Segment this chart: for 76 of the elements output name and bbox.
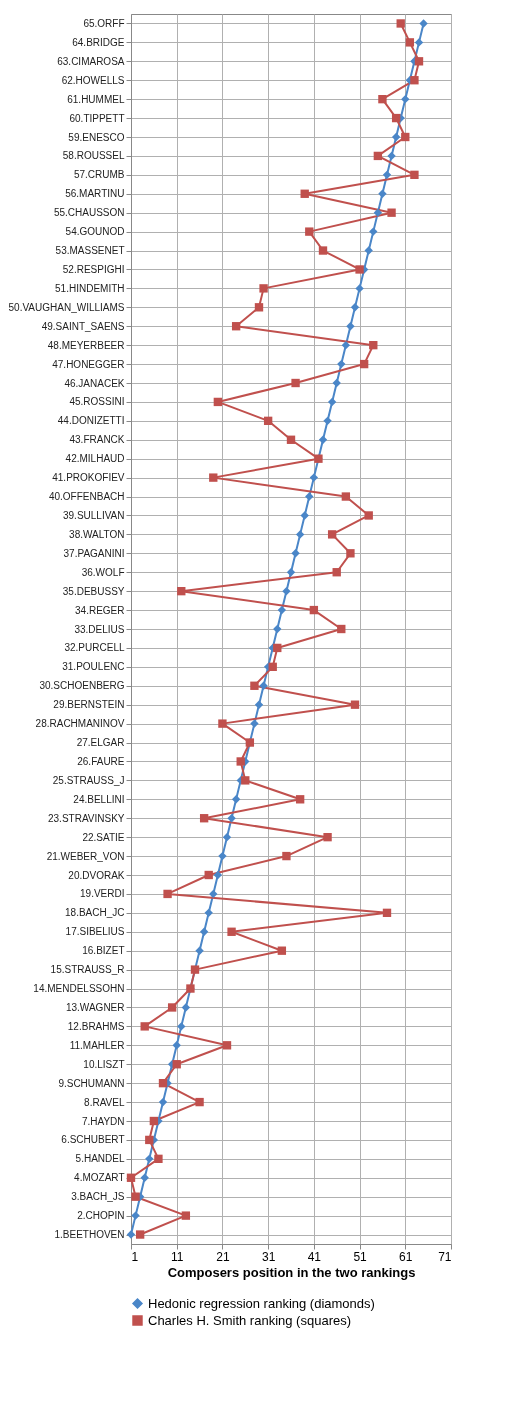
- y-tick-label: 27.ELGAR: [76, 737, 125, 749]
- legend-label: Charles H. Smith ranking (squares): [148, 1312, 352, 1328]
- y-tick-label: 54.GOUNOD: [65, 226, 125, 238]
- y-tick-label: 23.STRAVINSKY: [47, 812, 125, 824]
- y-tick-label: 4.MOZART: [74, 1172, 125, 1184]
- y-tick-label: 38.WALTON: [69, 528, 125, 540]
- y-tick-label: 31.POULENC: [62, 661, 125, 673]
- y-tick-label: 18.BACH_JC: [65, 907, 125, 919]
- y-tick-label: 52.RESPIGHI: [62, 263, 125, 275]
- x-tick-label: 71: [438, 1249, 452, 1264]
- y-tick-label: 28.RACHMANINOV: [35, 718, 125, 730]
- y-tick-label: 42.MILHAUD: [65, 453, 125, 465]
- y-tick-label: 15.STRAUSS_R: [50, 964, 125, 976]
- y-tick-label: 32.PURCELL: [64, 642, 125, 654]
- y-tick-label: 29.BERNSTEIN: [53, 699, 125, 711]
- legend-label: Hedonic regression ranking (diamonds): [148, 1295, 375, 1311]
- y-tick-label: 14.MENDELSSOHN: [33, 983, 125, 995]
- y-tick-label: 35.DEBUSSY: [62, 585, 125, 597]
- y-tick-label: 65.ORFF: [83, 17, 125, 29]
- x-tick-label: 41: [307, 1249, 322, 1264]
- y-tick-label: 55.CHAUSSON: [53, 207, 125, 219]
- y-tick-label: 62.HOWELLS: [61, 74, 125, 86]
- y-tick-label: 26.FAURE: [77, 755, 125, 767]
- y-tick-label: 47.HONEGGER: [52, 358, 125, 370]
- y-tick-label: 17.SIBELIUS: [65, 926, 125, 938]
- y-tick-label: 33.DELIUS: [74, 623, 125, 635]
- y-tick-label: 19.VERDI: [80, 888, 125, 900]
- y-tick-label: 34.REGER: [75, 604, 125, 616]
- y-tick-label: 24.BELLINI: [73, 793, 125, 805]
- y-tick-label: 39.SULLIVAN: [62, 509, 125, 521]
- y-tick-label: 6.SCHUBERT: [61, 1134, 125, 1146]
- x-tick-label: 61: [399, 1249, 413, 1264]
- y-tick-label: 9.SCHUMANN: [58, 1077, 125, 1089]
- x-tick-label: 1: [131, 1249, 139, 1264]
- y-tick-label: 56.MARTINU: [65, 188, 125, 200]
- y-tick-label: 7.HAYDN: [81, 1115, 125, 1127]
- y-tick-label: 44.DONIZETTI: [57, 415, 125, 427]
- y-tick-label: 48.MEYERBEER: [47, 339, 125, 351]
- y-tick-label: 1.BEETHOVEN: [54, 1229, 125, 1241]
- y-tick-label: 22.SATIE: [82, 831, 125, 843]
- y-tick-label: 20.DVORAK: [68, 869, 125, 881]
- y-tick-label: 41.PROKOFIEV: [52, 472, 125, 484]
- x-tick-label: 51: [353, 1249, 368, 1264]
- y-tick-label: 46.JANACEK: [64, 377, 125, 389]
- y-tick-label: 3.BACH_JS: [71, 1191, 125, 1203]
- y-tick-label: 5.HANDEL: [75, 1153, 125, 1165]
- y-tick-label: 10.LISZT: [83, 1058, 125, 1070]
- y-tick-label: 36.WOLF: [81, 566, 125, 578]
- y-tick-label: 49.SAINT_SAENS: [41, 320, 125, 332]
- y-tick-label: 50.VAUGHAN_WILLIAMS: [8, 301, 125, 313]
- x-tick-label: 31: [261, 1249, 276, 1264]
- y-tick-label: 13.WAGNER: [65, 1001, 125, 1013]
- y-tick-label: 21.WEBER_VON: [46, 850, 125, 862]
- y-tick-label: 63.CIMAROSA: [57, 55, 125, 67]
- y-tick-label: 45.ROSSINI: [69, 396, 125, 408]
- y-tick-label: 30.SCHOENBERG: [39, 680, 125, 692]
- y-tick-label: 12.BRAHMS: [67, 1020, 125, 1032]
- y-tick-label: 61.HUMMEL: [67, 93, 125, 105]
- y-tick-label: 8.RAVEL: [84, 1096, 125, 1108]
- y-tick-label: 51.HINDEMITH: [55, 282, 125, 294]
- y-tick-label: 60.TIPPETT: [69, 112, 125, 124]
- x-axis-title: Composers position in the two rankings: [167, 1264, 416, 1280]
- y-tick-label: 25.STRAUSS_J: [52, 774, 125, 786]
- y-tick-label: 11.MAHLER: [69, 1039, 125, 1051]
- y-tick-label: 64.BRIDGE: [72, 36, 125, 48]
- y-tick-label: 57.CRUMB: [73, 169, 125, 181]
- x-tick-label: 21: [216, 1249, 230, 1264]
- y-tick-label: 59.ENESCO: [68, 131, 125, 143]
- y-tick-label: 37.PAGANINI: [63, 547, 125, 559]
- y-tick-label: 53.MASSENET: [55, 245, 125, 257]
- y-tick-label: 43.FRANCK: [69, 434, 125, 446]
- x-tick-label: 11: [170, 1249, 184, 1264]
- y-tick-label: 58.ROUSSEL: [62, 150, 125, 162]
- y-tick-label: 16.BIZET: [82, 945, 125, 957]
- y-tick-label: 40.OFFENBACH: [48, 491, 125, 503]
- y-tick-label: 2.CHOPIN: [77, 1210, 125, 1222]
